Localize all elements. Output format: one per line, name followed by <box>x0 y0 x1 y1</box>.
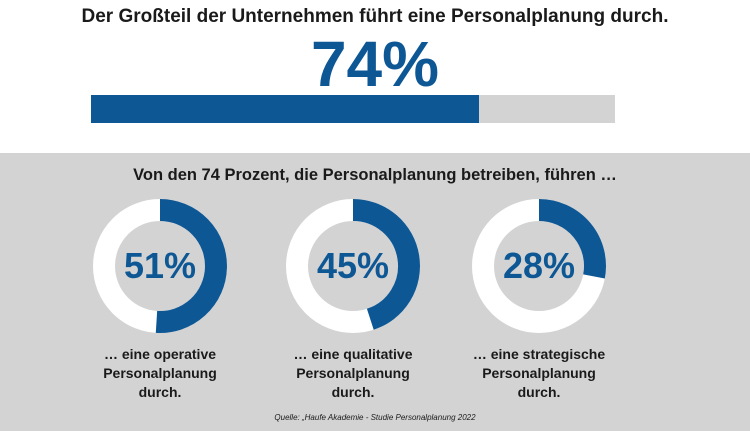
caption-line: … eine strategische <box>472 346 606 362</box>
donut-svg-qualitative <box>286 199 420 333</box>
donut-arc-qualitative <box>352 199 420 330</box>
top-section: Der Großteil der Unternehmen führt eine … <box>0 0 750 153</box>
donut-value-strategic: 28% <box>502 245 576 286</box>
donut-caption-qualitative: … eine qualitative Personalplanung durch… <box>273 345 433 402</box>
progress-bar-track <box>91 95 615 123</box>
donut-svg-operative <box>93 199 227 333</box>
caption-line: durch. <box>517 384 561 400</box>
bottom-section: Von den 74 Prozent, die Personalplanung … <box>0 153 750 431</box>
donut-svg-strategic <box>472 199 606 333</box>
donut-value-qualitative: 45% <box>316 245 390 286</box>
donut-chart-operative: 51% <box>91 197 229 335</box>
caption-line: Personalplanung <box>296 365 410 381</box>
progress-bar-fill <box>91 95 479 123</box>
overall-percentage: 74% <box>310 28 440 100</box>
donut-caption-operative: … eine operative Personalplanung durch. <box>80 345 240 402</box>
donut-chart-strategic: 28% <box>470 197 608 335</box>
donut-caption-strategic: … eine strategische Personalplanung durc… <box>459 345 619 402</box>
headline: Der Großteil der Unternehmen führt eine … <box>81 6 669 27</box>
caption-line: … eine qualitative <box>293 346 413 362</box>
caption-line: Personalplanung <box>482 365 596 381</box>
caption-line: Personalplanung <box>103 365 217 381</box>
donut-value-operative: 51% <box>123 245 197 286</box>
caption-line: … eine operative <box>103 346 217 362</box>
donut-arc-strategic <box>538 199 606 279</box>
source-note: Quelle: „Haufe Akademie - Studie Persona… <box>274 413 476 422</box>
caption-line: durch. <box>331 384 375 400</box>
donut-chart-qualitative: 45% <box>284 197 422 335</box>
donut-arc-operative <box>155 199 227 333</box>
caption-line: durch. <box>138 384 182 400</box>
sub-headline: Von den 74 Prozent, die Personalplanung … <box>133 166 617 184</box>
